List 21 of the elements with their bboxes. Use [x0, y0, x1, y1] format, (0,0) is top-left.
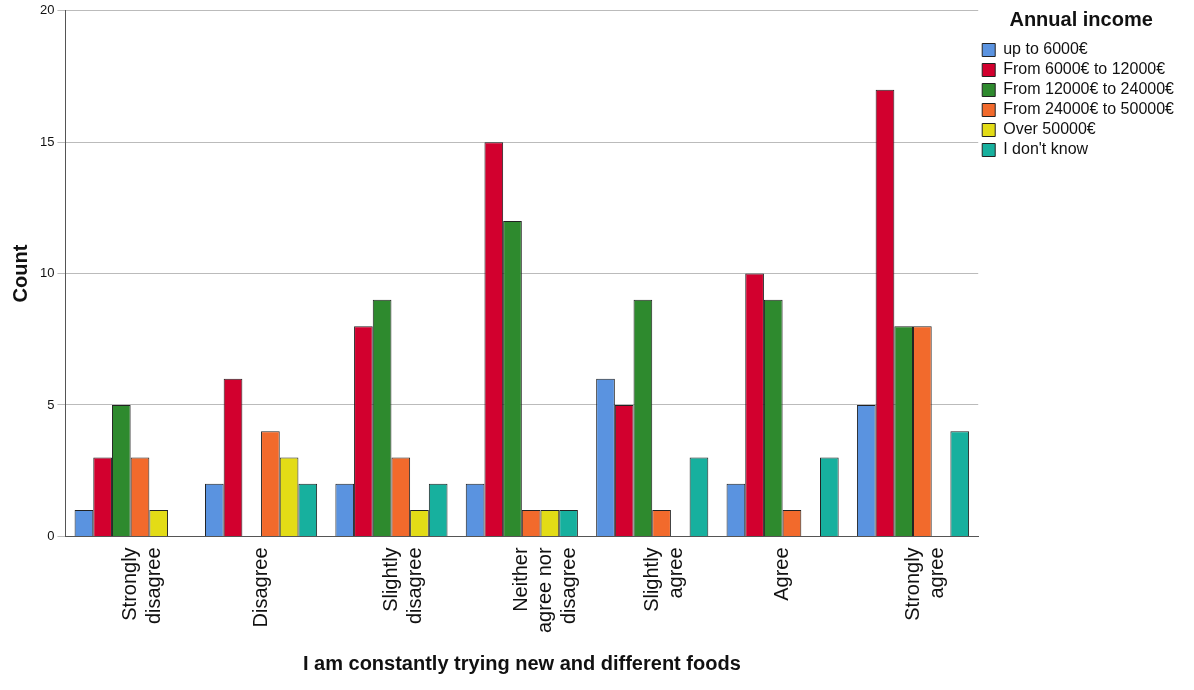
legend-label: up to 6000€	[1003, 40, 1088, 58]
x-tick-label: Agree	[770, 547, 793, 601]
y-tick-label: 0	[47, 527, 55, 543]
legend-label: I don't know	[1003, 140, 1089, 158]
y-tick-label: 20	[39, 2, 55, 18]
legend-label: From 24000€ to 50000€	[1003, 100, 1175, 118]
x-tick-label: Slightly agree	[639, 547, 686, 612]
legend-title: Annual income	[1009, 7, 1153, 30]
y-tick-label: 5	[47, 396, 55, 412]
y-tick-label: 10	[39, 265, 55, 281]
x-axis-title: I am constantly trying new and different foods	[302, 651, 741, 674]
legend-label: Over 50000€	[1003, 120, 1096, 138]
y-axis-title: Count	[8, 244, 31, 303]
x-tick-label: Disagree	[248, 547, 271, 628]
x-tick-label: Slightly disagree	[378, 547, 425, 625]
x-tick-label: Strongly agree	[900, 547, 947, 621]
legend-label: From 6000€ to 12000€	[1003, 60, 1166, 78]
legend-label: From 12000€ to 24000€	[1003, 80, 1175, 98]
x-tick-label: Neither agree nor disagree	[509, 547, 580, 634]
x-tick-label: Strongly disagree	[118, 547, 165, 625]
y-tick-label: 15	[39, 133, 55, 149]
